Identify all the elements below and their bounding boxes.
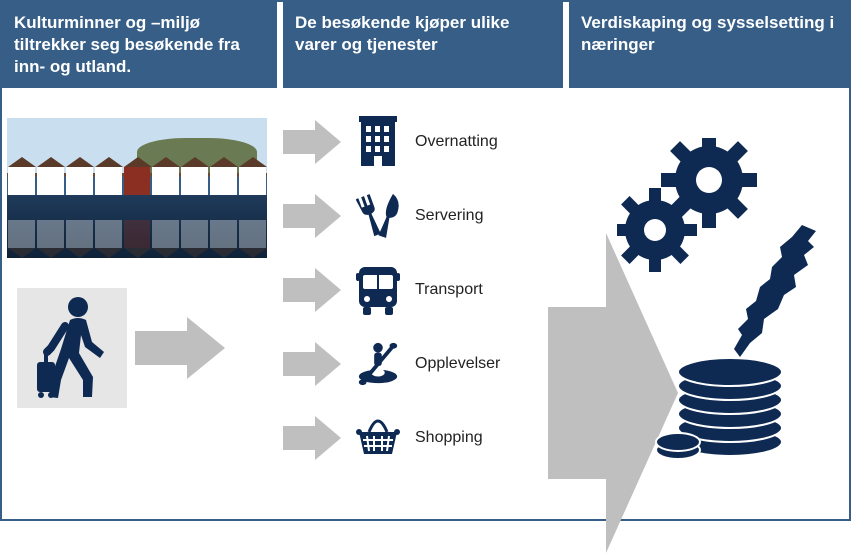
traveler-box xyxy=(17,288,127,408)
arrow-to-services xyxy=(135,317,225,379)
header-col2: De besøkende kjøper ulike varer og tjene… xyxy=(283,2,563,88)
arrow-icon xyxy=(283,342,341,386)
header-col1: Kulturminner og –miljø tiltrekker seg be… xyxy=(2,2,277,88)
column-value xyxy=(557,88,849,519)
body-row: Overnatting Servering xyxy=(2,88,849,519)
coins-icon xyxy=(652,346,792,466)
service-label: Opplevelser xyxy=(415,355,500,373)
arrow-icon xyxy=(283,416,341,460)
header-row: Kulturminner og –miljø tiltrekker seg be… xyxy=(2,2,849,88)
bus-icon xyxy=(355,264,401,316)
service-transport: Transport xyxy=(277,254,557,326)
service-label: Shopping xyxy=(415,429,483,447)
traveler-icon xyxy=(31,296,113,400)
service-shopping: Shopping xyxy=(277,402,557,474)
arrow-icon xyxy=(283,120,341,164)
kayak-icon xyxy=(355,338,401,390)
infographic-container: Kulturminner og –miljø tiltrekker seg be… xyxy=(0,0,851,521)
traveler-area xyxy=(17,288,267,408)
column-services: Overnatting Servering xyxy=(277,88,557,519)
cutlery-icon xyxy=(355,190,401,242)
service-opplevelser: Opplevelser xyxy=(277,328,557,400)
column-culture xyxy=(2,88,277,519)
service-label: Overnatting xyxy=(415,133,498,151)
coastal-photo xyxy=(7,118,267,258)
basket-icon xyxy=(355,412,401,464)
arrow-icon xyxy=(283,268,341,312)
service-servering: Servering xyxy=(277,180,557,252)
arrow-icon xyxy=(283,194,341,238)
service-label: Servering xyxy=(415,207,483,225)
service-overnatting: Overnatting xyxy=(277,106,557,178)
norway-map-icon xyxy=(732,223,822,363)
header-col3: Verdiskaping og sysselsetting i næringer xyxy=(569,2,849,88)
building-icon xyxy=(355,116,401,168)
service-label: Transport xyxy=(415,281,483,299)
